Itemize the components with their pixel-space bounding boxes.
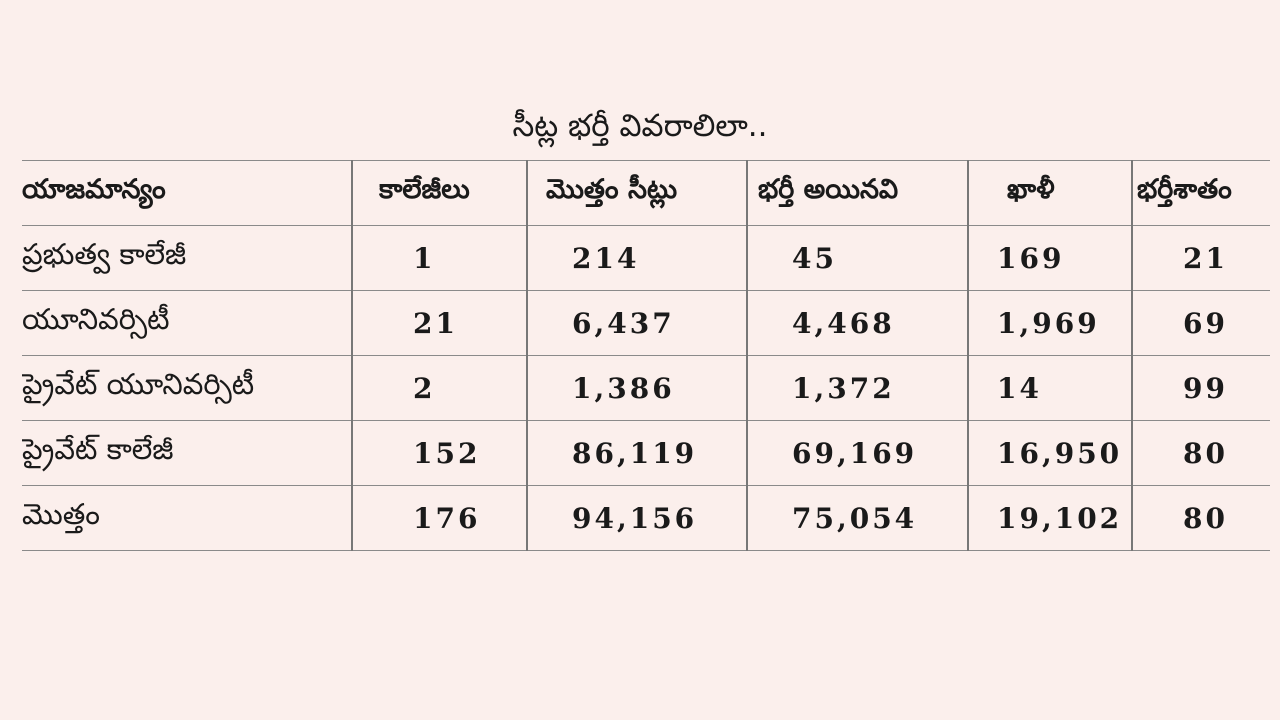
row-label: ప్రభుత్వ కాలేజీ — [22, 225, 352, 291]
table-row: ప్రైవేట్ యూనివర్సిటీ 2 1,386 1,372 14 99 — [22, 355, 1270, 421]
cell: 99 — [1131, 355, 1270, 421]
cell: 69,169 — [746, 420, 968, 486]
cell: 2 — [351, 355, 527, 421]
seats-table: యాజమాన్యం కాలేజీలు మొత్తం సీట్లు భర్తీ అయిన… — [22, 160, 1270, 551]
cell: 80 — [1131, 485, 1270, 551]
cell: 1 — [351, 225, 527, 291]
cell: 86,119 — [526, 420, 747, 486]
cell: 16,950 — [967, 420, 1132, 486]
cell: 152 — [351, 420, 527, 486]
cell: 4,468 — [746, 290, 968, 356]
table-row: ప్రభుత్వ కాలేజీ 1 214 45 169 21 — [22, 225, 1270, 291]
cell: 176 — [351, 485, 527, 551]
row-label: యూనివర్సిటీ — [22, 290, 352, 356]
cell: 19,102 — [967, 485, 1132, 551]
row-label: ప్రైవేట్ యూనివర్సిటీ — [22, 355, 352, 421]
cell: భర్తీశాతం — [1131, 160, 1270, 226]
cell: 1,372 — [746, 355, 968, 421]
cell: కాలేజీలు — [351, 160, 527, 226]
cell: 1,969 — [967, 290, 1132, 356]
cell: మొత్తం సీట్లు — [526, 160, 747, 226]
cell: 45 — [746, 225, 968, 291]
table-row: యూనివర్సిటీ 21 6,437 4,468 1,969 69 — [22, 290, 1270, 356]
cell: భర్తీ అయినవి — [746, 160, 968, 226]
row-label: యాజమాన్యం — [22, 160, 352, 226]
cell: 80 — [1131, 420, 1270, 486]
table-row: మొత్తం 176 94,156 75,054 19,102 80 — [22, 485, 1270, 551]
row-label: మొత్తం — [22, 485, 352, 551]
cell: 21 — [351, 290, 527, 356]
table-row: ప్రైవేట్ కాలేజీ 152 86,119 69,169 16,950 80 — [22, 420, 1270, 486]
title: సీట్ల భర్తీ వివరాలిలా.. — [512, 108, 768, 144]
cell: 169 — [967, 225, 1132, 291]
cell: 21 — [1131, 225, 1270, 291]
cell: 69 — [1131, 290, 1270, 356]
cell: 214 — [526, 225, 747, 291]
cell: ఖాళీ — [967, 160, 1132, 226]
cell: 6,437 — [526, 290, 747, 356]
cell: 75,054 — [746, 485, 968, 551]
cell: 94,156 — [526, 485, 747, 551]
cell: 1,386 — [526, 355, 747, 421]
row-label: ప్రైవేట్ కాలేజీ — [22, 420, 352, 486]
header-row: యాజమాన్యం కాలేజీలు మొత్తం సీట్లు భర్తీ అయిన… — [22, 160, 1270, 226]
cell: 14 — [967, 355, 1132, 421]
